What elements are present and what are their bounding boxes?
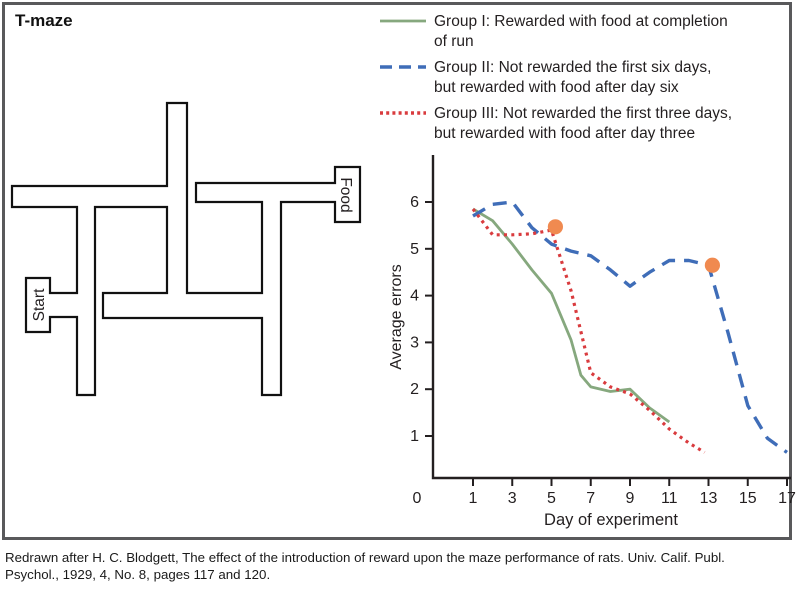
series-line-group-ii <box>472 200 788 454</box>
x-tick-label: 11 <box>661 490 678 507</box>
legend-swatch-group-1-line-icon <box>380 19 426 23</box>
x-tick-label: 3 <box>508 490 517 507</box>
chart-legend: Group I: Rewarded with food at completio… <box>379 12 732 150</box>
legend-label-group-2: Group II: Not rewarded the first six day… <box>434 58 711 98</box>
legend-label-line: Group III: Not rewarded the first three … <box>434 105 733 122</box>
maze-food-label: Food <box>337 177 354 212</box>
y-tick-label: 1 <box>410 428 419 445</box>
series-line-group-iii <box>471 208 706 454</box>
legend-label-group-3: Group III: Not rewarded the first three … <box>434 104 732 144</box>
x-origin-label: 0 <box>413 490 422 507</box>
x-tick-label: 17 <box>778 490 796 507</box>
figure-caption: Redrawn after H. C. Blodgett, The effect… <box>5 550 797 583</box>
y-tick-label: 4 <box>410 288 419 305</box>
legend-label-group-1: Group I: Rewarded with food at completio… <box>434 12 728 52</box>
maze-walls <box>10 101 362 397</box>
maze-start-label: Start <box>31 288 48 321</box>
x-tick-label: 5 <box>547 490 556 507</box>
legend-label-line: Group I: Rewarded with food at completio… <box>434 13 728 30</box>
chart-axes <box>431 155 791 480</box>
y-tick-label: 3 <box>410 334 419 351</box>
t-maze-diagram: Start Food <box>10 101 362 397</box>
legend-label-line: but rewarded with food after day six <box>434 79 679 96</box>
legend-label-line: Group II: Not rewarded the first six day… <box>434 59 712 76</box>
legend-label-line: of run <box>434 33 474 50</box>
maze-title: T-maze <box>15 11 73 30</box>
legend-item-group-1: Group I: Rewarded with food at completio… <box>379 12 732 52</box>
x-tick-label: 9 <box>626 490 635 507</box>
y-tick-label: 5 <box>410 241 419 258</box>
legend-item-group-2: Group II: Not rewarded the first six day… <box>379 58 732 98</box>
x-tick-label: 7 <box>586 490 595 507</box>
legend-swatch-group-2-line-icon <box>380 65 426 69</box>
caption-line: Redrawn after H. C. Blodgett, The effect… <box>5 550 725 565</box>
y-tick-label: 2 <box>410 381 419 398</box>
y-axis-label: Average errors <box>388 264 405 370</box>
y-tick-label: 6 <box>410 194 419 211</box>
legend-item-group-3: Group III: Not rewarded the first three … <box>379 104 732 144</box>
legend-swatch-group-3-line-icon <box>380 111 426 115</box>
legend-label-line: but rewarded with food after day three <box>434 125 696 142</box>
x-axis-label: Day of experiment <box>544 511 678 529</box>
caption-line: Psychol., 1929, 4, No. 8, pages 117 and … <box>5 566 271 582</box>
x-tick-label: 13 <box>700 490 718 507</box>
x-tick-label: 1 <box>469 490 478 507</box>
reward-marker-dot <box>704 257 721 273</box>
series-line-group-i <box>472 207 671 424</box>
x-tick-label: 15 <box>739 490 757 507</box>
reward-marker-dot <box>547 219 564 235</box>
